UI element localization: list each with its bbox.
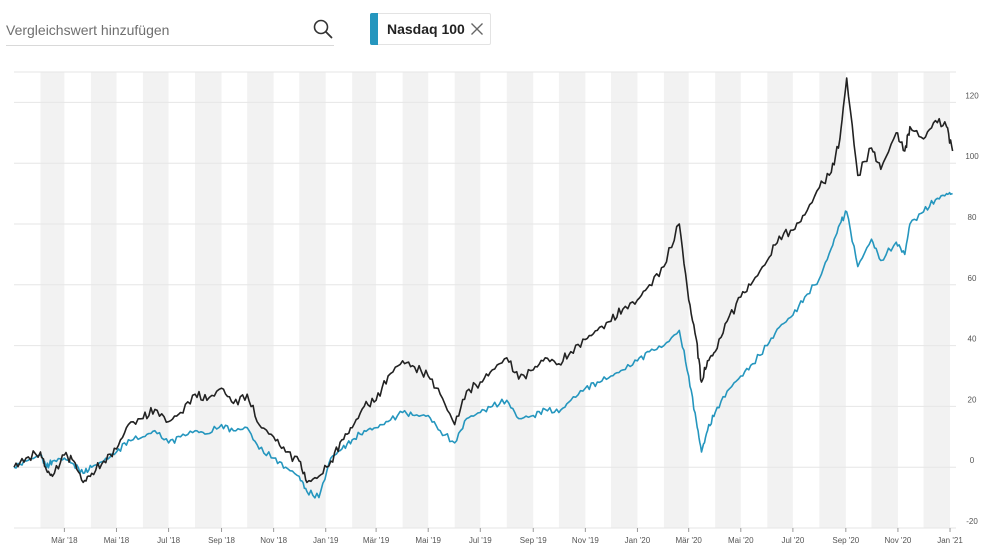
- search-input[interactable]: [6, 18, 296, 42]
- month-band: [454, 72, 481, 528]
- x-tick-label: Mär '20: [675, 536, 702, 545]
- x-tick-label: Mai '19: [415, 536, 441, 545]
- x-tick-label: Mär '18: [51, 536, 78, 545]
- x-tick-label: Sep '18: [208, 536, 235, 545]
- x-tick-label: Mär '19: [363, 536, 390, 545]
- x-tick-label: Nov '18: [260, 536, 287, 545]
- y-tick-label: 120: [965, 91, 979, 100]
- y-tick-label: 80: [968, 213, 977, 222]
- x-tick-label: Mai '20: [728, 536, 754, 545]
- month-band: [142, 72, 169, 528]
- x-tick-label: Sep '20: [832, 536, 859, 545]
- x-tick-label: Jul '19: [469, 536, 492, 545]
- month-band: [663, 72, 689, 528]
- comparison-chip: Nasdaq 100: [370, 13, 491, 45]
- series-color-swatch: [370, 13, 378, 45]
- y-tick-label: 20: [968, 395, 977, 404]
- month-band: [558, 72, 586, 528]
- month-band: [352, 72, 377, 528]
- comparison-label: Nasdaq 100: [387, 21, 465, 37]
- x-tick-label: Nov '20: [884, 536, 911, 545]
- month-band: [715, 72, 741, 528]
- x-tick-label: Nov '19: [572, 536, 599, 545]
- month-bands: [40, 72, 951, 528]
- month-band: [767, 72, 793, 528]
- month-band: [402, 72, 429, 528]
- gridlines: [14, 71, 956, 529]
- x-tick-label: Sep '19: [520, 536, 547, 545]
- x-tick-label: Jan '19: [313, 536, 339, 545]
- month-band: [195, 72, 222, 528]
- y-axis-ticks: -20 0 20 40 60 80 100 120: [965, 91, 979, 526]
- month-band: [506, 72, 534, 528]
- x-axis-ticks: Mär '18 Mai '18 Jul '18 Sep '18 Nov '18 Jan '…: [51, 528, 963, 545]
- y-tick-label: -20: [966, 517, 978, 526]
- month-band: [90, 72, 117, 528]
- y-tick-label: 100: [965, 152, 979, 161]
- x-tick-label: Mai '18: [104, 536, 130, 545]
- x-tick-label: Jul '18: [157, 536, 180, 545]
- month-band: [871, 72, 898, 528]
- x-tick-label: Jul '20: [781, 536, 804, 545]
- x-tick-label: Jan '20: [625, 536, 651, 545]
- y-tick-label: 0: [970, 456, 975, 465]
- search-icon[interactable]: [312, 18, 334, 40]
- series-lines: [13, 77, 954, 499]
- close-icon[interactable]: [470, 22, 484, 36]
- y-tick-label: 60: [968, 274, 977, 283]
- x-tick-label: Jan '21: [937, 536, 963, 545]
- y-tick-label: 40: [968, 335, 977, 344]
- month-band: [610, 72, 638, 528]
- month-band: [819, 72, 846, 528]
- search-box: [6, 14, 334, 46]
- month-band: [40, 72, 65, 528]
- month-band: [299, 72, 326, 528]
- series-line-comparison: [13, 191, 953, 499]
- month-band: [247, 72, 274, 528]
- month-band: [923, 72, 951, 528]
- series-line-main: [13, 77, 954, 484]
